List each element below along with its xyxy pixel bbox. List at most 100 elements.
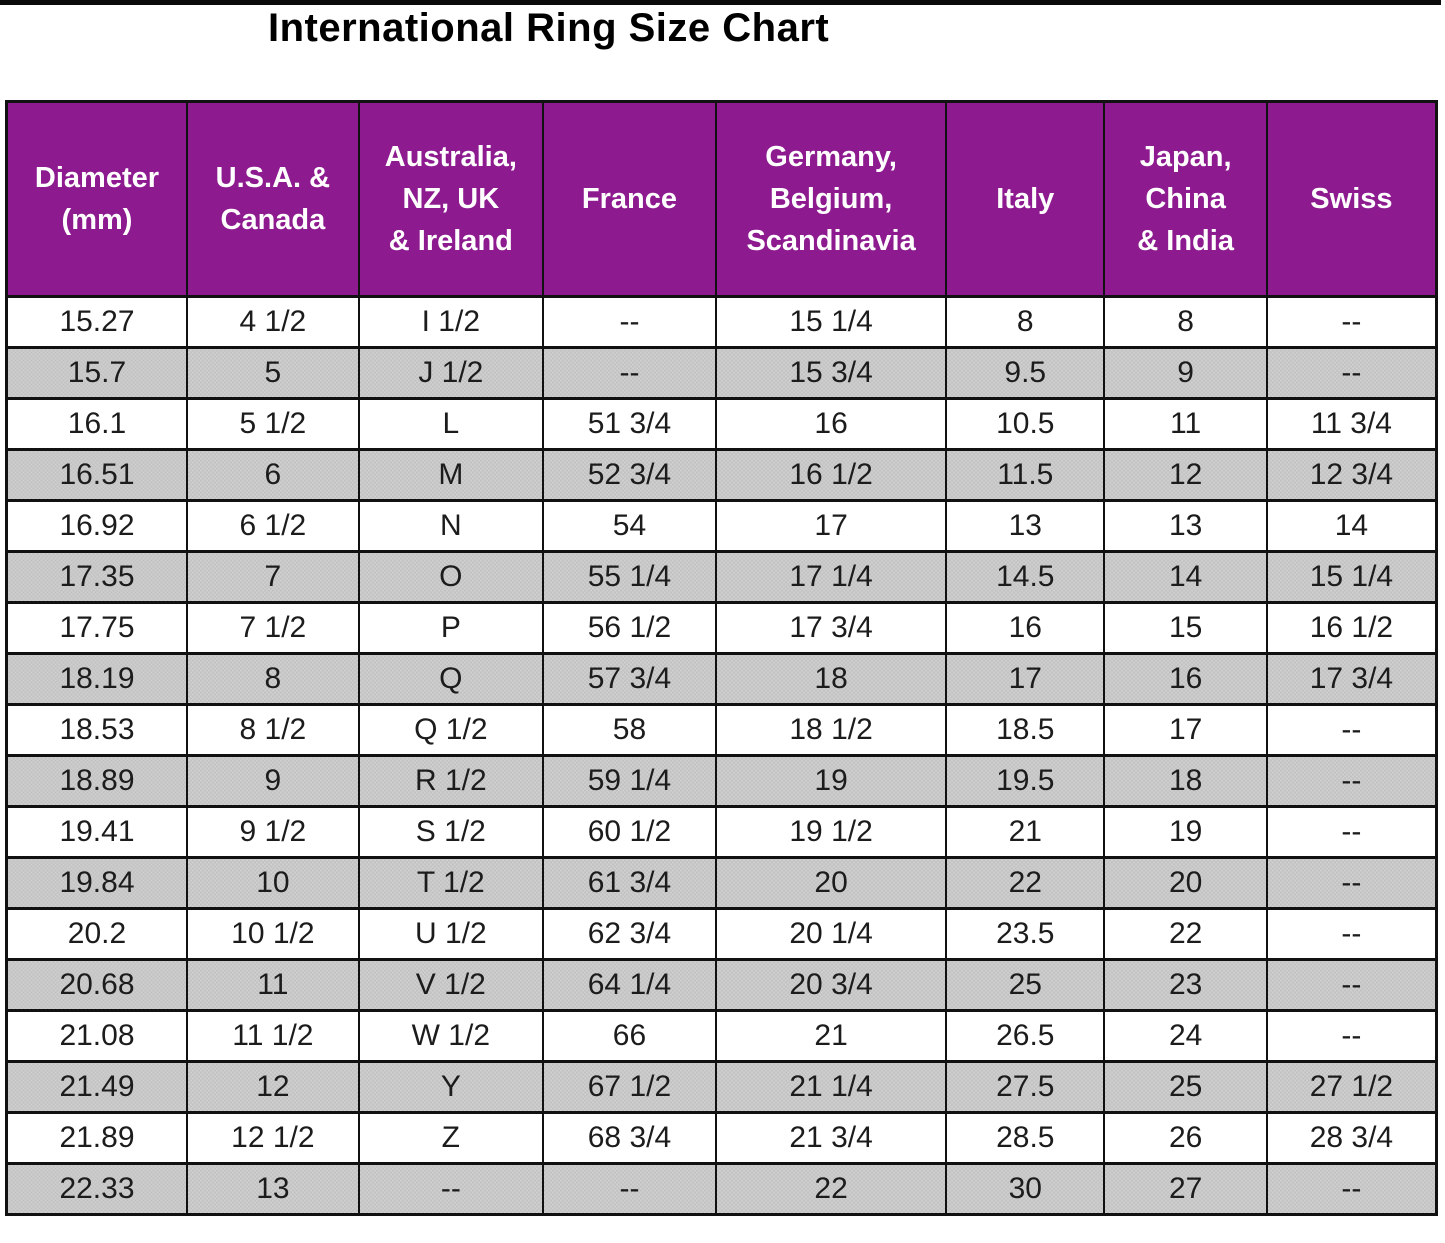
table-cell-france: -- <box>541 295 718 349</box>
table-cell-germany: 17 3/4 <box>715 601 948 655</box>
table-cell-diameter: 16.1 <box>5 397 188 451</box>
table-cell-japan: 17 <box>1103 703 1268 757</box>
table-cell-australia: Z <box>357 1111 544 1165</box>
table-cell-swiss: 27 1/2 <box>1265 1060 1438 1114</box>
table-cell-swiss: -- <box>1265 754 1438 808</box>
table-cell-swiss: -- <box>1265 1162 1438 1216</box>
table-cell-diameter: 21.49 <box>5 1060 188 1114</box>
table-cell-italy: 23.5 <box>945 907 1106 961</box>
table-cell-germany: 18 1/2 <box>715 703 948 757</box>
table-cell-swiss: 14 <box>1265 499 1438 553</box>
table-cell-swiss: 17 3/4 <box>1265 652 1438 706</box>
table-cell-swiss: 28 3/4 <box>1265 1111 1438 1165</box>
table-cell-japan: 23 <box>1103 958 1268 1012</box>
table-cell-japan: 24 <box>1103 1009 1268 1063</box>
table-cell-france: 54 <box>541 499 718 553</box>
table-cell-japan: 19 <box>1103 805 1268 859</box>
table-cell-france: 58 <box>541 703 718 757</box>
table-cell-japan: 11 <box>1103 397 1268 451</box>
table-cell-u-s-a: 9 1/2 <box>185 805 360 859</box>
table-cell-italy: 17 <box>945 652 1106 706</box>
table-cell-u-s-a: 10 1/2 <box>185 907 360 961</box>
table-cell-italy: 11.5 <box>945 448 1106 502</box>
table-cell-france: 66 <box>541 1009 718 1063</box>
table-cell-japan: 26 <box>1103 1111 1268 1165</box>
table-row: 18.53 8 1/2 Q 1/2 58 18 1/2 18.5 17 -- <box>5 703 1438 757</box>
table-cell-italy: 13 <box>945 499 1106 553</box>
table-cell-diameter: 16.92 <box>5 499 188 553</box>
table-cell-france: 51 3/4 <box>541 397 718 451</box>
table-cell-germany: 22 <box>715 1162 948 1216</box>
table-cell-swiss: -- <box>1265 346 1438 400</box>
table-cell-germany: 19 1/2 <box>715 805 948 859</box>
table-cell-japan: 18 <box>1103 754 1268 808</box>
table-cell-italy: 16 <box>945 601 1106 655</box>
table-cell-germany: 18 <box>715 652 948 706</box>
table-row: 21.89 12 1/2 Z 68 3/4 21 3/4 28.5 26 28 3/4 <box>5 1111 1438 1165</box>
table-cell-italy: 8 <box>945 295 1106 349</box>
column-header-italy: Italy <box>945 100 1106 298</box>
table-cell-swiss: -- <box>1265 958 1438 1012</box>
table-cell-u-s-a: 8 <box>185 652 360 706</box>
table-cell-u-s-a: 12 1/2 <box>185 1111 360 1165</box>
table-cell-germany: 19 <box>715 754 948 808</box>
table-cell-japan: 15 <box>1103 601 1268 655</box>
table-cell-u-s-a: 11 1/2 <box>185 1009 360 1063</box>
table-cell-france: 61 3/4 <box>541 856 718 910</box>
table-cell-diameter: 21.08 <box>5 1009 188 1063</box>
table-cell-swiss: 12 3/4 <box>1265 448 1438 502</box>
table-cell-diameter: 18.89 <box>5 754 188 808</box>
table-cell-diameter: 19.84 <box>5 856 188 910</box>
table-row: 16.92 6 1/2 N 54 17 13 13 14 <box>5 499 1438 553</box>
table-cell-australia: M <box>357 448 544 502</box>
table-cell-australia: Y <box>357 1060 544 1114</box>
table-cell-france: -- <box>541 346 718 400</box>
table-cell-italy: 25 <box>945 958 1106 1012</box>
table-cell-diameter: 20.68 <box>5 958 188 1012</box>
table-cell-diameter: 15.7 <box>5 346 188 400</box>
table-cell-australia: -- <box>357 1162 544 1216</box>
table-cell-swiss: 11 3/4 <box>1265 397 1438 451</box>
table-cell-swiss: -- <box>1265 1009 1438 1063</box>
table-row: 15.27 4 1/2 I 1/2 -- 15 1/4 8 8 -- <box>5 295 1438 349</box>
column-header-germany: Germany, Belgium, Scandinavia <box>715 100 948 298</box>
table-cell-japan: 14 <box>1103 550 1268 604</box>
table-cell-swiss: 15 1/4 <box>1265 550 1438 604</box>
table-cell-japan: 27 <box>1103 1162 1268 1216</box>
table-cell-france: 59 1/4 <box>541 754 718 808</box>
table-cell-france: -- <box>541 1162 718 1216</box>
table-cell-u-s-a: 6 <box>185 448 360 502</box>
table-cell-diameter: 17.35 <box>5 550 188 604</box>
table-cell-italy: 14.5 <box>945 550 1106 604</box>
table-cell-france: 60 1/2 <box>541 805 718 859</box>
table-cell-u-s-a: 9 <box>185 754 360 808</box>
table-cell-france: 67 1/2 <box>541 1060 718 1114</box>
column-header-swiss: Swiss <box>1265 100 1438 298</box>
table-cell-italy: 21 <box>945 805 1106 859</box>
table-row: 20.2 10 1/2 U 1/2 62 3/4 20 1/4 23.5 22 -- <box>5 907 1438 961</box>
table-row: 16.51 6 M 52 3/4 16 1/2 11.5 12 12 3/4 <box>5 448 1438 502</box>
table-row: 19.41 9 1/2 S 1/2 60 1/2 19 1/2 21 19 -- <box>5 805 1438 859</box>
table-cell-germany: 16 <box>715 397 948 451</box>
table-row: 22.33 13 -- -- 22 30 27 -- <box>5 1162 1438 1216</box>
table-cell-france: 56 1/2 <box>541 601 718 655</box>
table-cell-germany: 17 1/4 <box>715 550 948 604</box>
column-header-u-s-a: U.S.A. & Canada <box>185 100 360 298</box>
table-cell-france: 57 3/4 <box>541 652 718 706</box>
table-cell-australia: Q <box>357 652 544 706</box>
table-cell-australia: L <box>357 397 544 451</box>
table-row: 17.35 7 O 55 1/4 17 1/4 14.5 14 15 1/4 <box>5 550 1438 604</box>
table-cell-swiss: -- <box>1265 703 1438 757</box>
table-cell-swiss: -- <box>1265 907 1438 961</box>
table-row: 20.68 11 V 1/2 64 1/4 20 3/4 25 23 -- <box>5 958 1438 1012</box>
table-cell-germany: 20 3/4 <box>715 958 948 1012</box>
table-cell-japan: 25 <box>1103 1060 1268 1114</box>
table-cell-italy: 27.5 <box>945 1060 1106 1114</box>
table-cell-japan: 13 <box>1103 499 1268 553</box>
table-body: 15.27 4 1/2 I 1/2 -- 15 1/4 8 8 -- 15.7 5 J 1/2 -- 1… <box>5 295 1438 1216</box>
table-cell-u-s-a: 6 1/2 <box>185 499 360 553</box>
table-row: 18.19 8 Q 57 3/4 18 17 16 17 3/4 <box>5 652 1438 706</box>
table-cell-diameter: 19.41 <box>5 805 188 859</box>
table-cell-u-s-a: 7 <box>185 550 360 604</box>
table-cell-australia: U 1/2 <box>357 907 544 961</box>
